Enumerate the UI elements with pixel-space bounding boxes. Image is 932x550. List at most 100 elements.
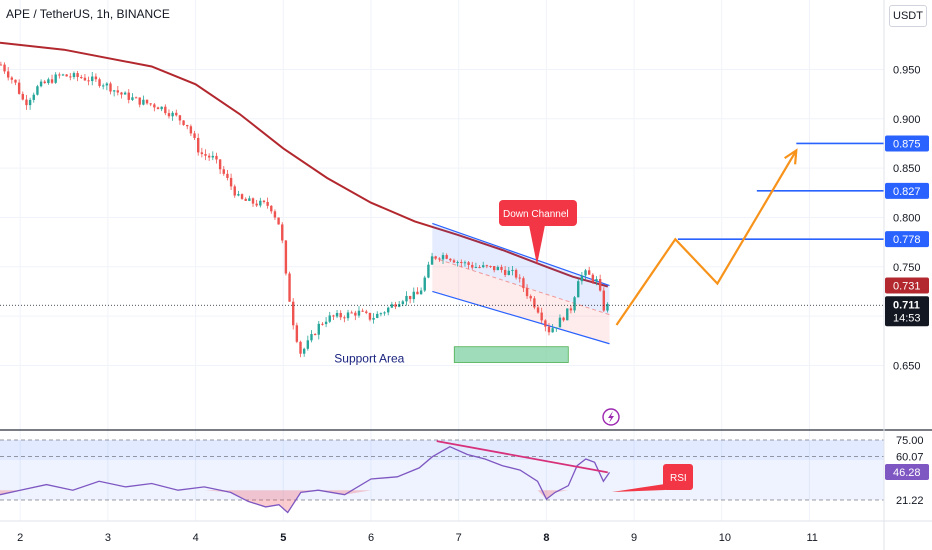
candle-body [240,194,244,199]
candle-body [551,328,554,333]
candle-body [43,81,46,84]
candle-body [595,279,598,282]
rsi-line [0,445,611,514]
candle-body [0,64,3,66]
channel-lower-fill [432,257,610,344]
candle-body [142,99,145,105]
x-tick-label: 3 [105,532,111,544]
candle-body [193,133,196,138]
lightning-icon-glyph [608,411,614,423]
candle-body [17,82,21,94]
candle-body [529,296,532,299]
candle-body [471,264,474,268]
candle-body [167,113,171,117]
candle-body [120,92,123,95]
y-tick-label: 0.900 [893,114,921,126]
candle-body [500,266,503,270]
candle-body [580,275,584,282]
candle-body [335,312,339,317]
candle-body [288,273,291,302]
target-level-badge [885,231,929,248]
x-tick-label: 5 [280,532,286,544]
candle-body [182,120,185,125]
candle-body [25,99,28,106]
candle-body [321,323,324,325]
candle-body [277,217,280,225]
candle-body [602,290,606,311]
candle-body [485,265,489,267]
candle-body [196,137,200,153]
x-tick-label: 11 [806,532,817,544]
chart-title: APE / TetherUS, 1h, BINANCE [6,7,170,21]
candle-body [50,79,54,83]
candle-body [127,92,130,100]
rsi-band-highlight [0,440,884,460]
candle-body [343,317,346,319]
candle-body [577,281,580,298]
candle-body [354,312,357,316]
y-tick-label: 0.750 [893,262,921,274]
candle-body [218,159,222,170]
candle-body [80,77,83,79]
candle-body [226,173,229,178]
lightning-icon[interactable] [602,408,620,426]
candle-body [317,323,320,335]
rsi-callout-label: RSI [670,473,687,484]
candle-body [299,341,302,354]
candle-body [339,312,342,318]
candle-body [21,93,25,100]
support-area-box[interactable] [453,346,569,363]
candle-body [365,311,368,313]
candle-body [452,260,456,263]
candle-body [441,255,445,260]
candle-body [606,303,609,311]
candle-body [346,312,350,319]
target-level-label: 0.875 [893,138,921,150]
candle-body [112,90,116,92]
candle-body [503,269,507,275]
candle-body [463,262,467,264]
candle-body [573,297,576,311]
rsi-divergence-line [436,440,608,474]
candle-body [164,106,167,114]
candle-body [507,270,510,275]
currency-unit-button[interactable]: USDT [889,5,927,27]
candle-body [306,340,310,349]
candle-body [251,198,255,204]
candle-body [284,240,288,274]
y-tick-label: 0.650 [893,360,921,372]
candle-body [467,262,470,265]
x-tick-label: 2 [17,532,23,544]
moving-average-line [0,41,609,288]
candle-body [204,154,207,156]
candle-body [419,290,423,295]
candle-body [58,74,61,76]
down-channel-callout [499,200,577,226]
candle-body [598,279,602,291]
channel-upper-fill [432,223,610,315]
x-tick-label: 9 [631,532,637,544]
candle-body [76,73,79,78]
rsi-level-label: 75.00 [896,435,924,447]
candle-body [189,126,193,134]
candle-body [153,104,156,108]
rsi-oversold-fill [0,490,610,513]
x-tick-label: 10 [719,532,731,544]
candle-body [427,264,430,278]
candle-body [368,312,372,320]
candle-body [61,74,65,76]
rsi-current-badge [885,464,929,481]
candle-body [259,200,262,206]
candle-body [156,107,160,110]
channel-upper-line [432,222,610,287]
rsi-callout-pointer [612,484,665,492]
candle-body [149,103,152,105]
candle-body [540,312,543,321]
candle-body [405,295,408,302]
candle-body [518,277,521,279]
candle-body [266,201,269,206]
target-level-label: 0.827 [893,186,921,198]
candle-body [390,304,394,308]
